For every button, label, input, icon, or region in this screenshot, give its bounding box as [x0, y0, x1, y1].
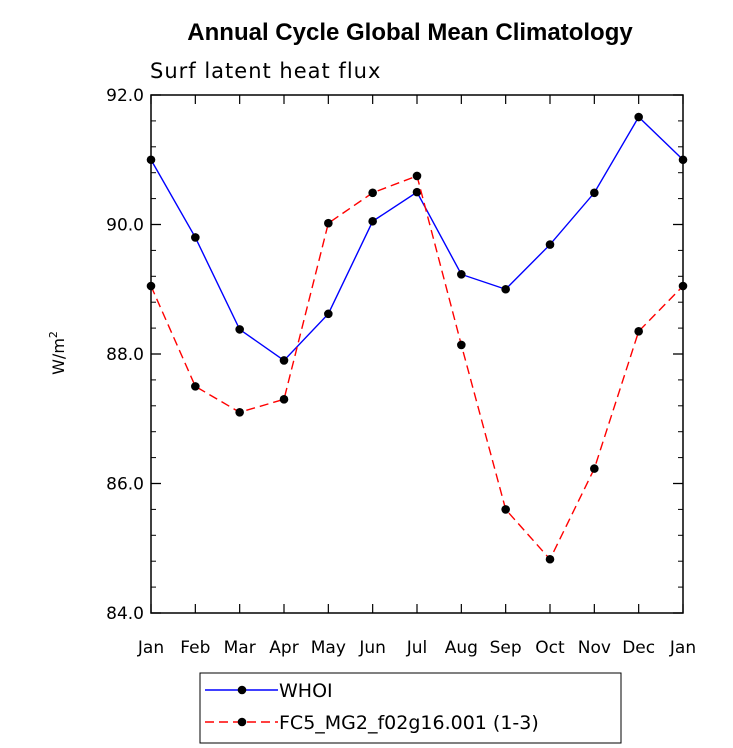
series-line-1 [150, 115, 684, 362]
series-1-point [191, 233, 200, 242]
series-1-point [634, 112, 643, 122]
series-2-point [191, 382, 200, 391]
x-tick-label: Dec [622, 638, 655, 658]
series-2-point [545, 554, 555, 564]
x-tick-label: Jul [406, 638, 428, 658]
x-tick-label: Jan [669, 638, 696, 658]
series-1-point [678, 155, 688, 165]
series-2-point [501, 505, 510, 514]
series-1-point [412, 187, 422, 197]
series-1-point [457, 270, 466, 279]
y-tick-label: 92.0 [106, 86, 144, 106]
x-tick-label: Jun [358, 638, 386, 658]
y-tick-label: 90.0 [106, 216, 144, 236]
y-axis-label-superscript: 2 [47, 331, 60, 338]
chart-subtitle: Surf latent heat flux [150, 59, 381, 83]
legend: WHOI FC5_MG2_f02g16.001 (1-3) [199, 672, 622, 744]
series-1-point [146, 155, 156, 165]
x-tick-label: Apr [269, 638, 298, 658]
series-2-point [590, 464, 599, 473]
x-tick-label: May [311, 638, 346, 658]
series-2-point [457, 340, 466, 350]
legend-marker-2 [237, 717, 247, 727]
series-1-point [324, 309, 333, 319]
series-2-point [412, 171, 422, 181]
y-axis: 84.0 86.0 88.0 90.0 92.0 [106, 86, 683, 624]
series-2-point [678, 281, 688, 291]
series-2-point [634, 327, 643, 336]
y-tick-label: 84.0 [106, 604, 144, 624]
series-1-point [501, 284, 510, 294]
series-line-2 [150, 175, 684, 561]
series-1-point [279, 356, 289, 365]
y-axis-label: W/m2 [47, 331, 68, 375]
series-2-point [279, 395, 289, 404]
x-tick-label: Feb [180, 638, 210, 658]
y-tick-label: 86.0 [106, 475, 144, 495]
series-layer [146, 112, 688, 564]
x-axis: Jan Feb Mar Apr May Jun Jul Aug Sep Oct Nov Dec Jan [137, 95, 696, 658]
x-tick-label: Mar [224, 638, 256, 658]
series-2-point [235, 407, 244, 417]
chart-title: Annual Cycle Global Mean Climatology [187, 19, 633, 46]
x-tick-label: Jan [137, 638, 164, 658]
series-2-point [324, 218, 333, 228]
series-2-point [368, 188, 377, 198]
series-1-point [368, 216, 377, 226]
x-tick-label: Nov [578, 638, 611, 658]
y-tick-label: 88.0 [106, 345, 144, 365]
x-tick-label: Oct [535, 638, 565, 658]
x-tick-label: Sep [490, 638, 522, 658]
legend-label-1: WHOI [279, 680, 333, 702]
legend-label-2: FC5_MG2_f02g16.001 (1-3) [279, 712, 539, 734]
series-1-point [235, 325, 244, 334]
legend-marker-1 [237, 685, 247, 695]
y-axis-label-text: W/m [49, 338, 68, 375]
series-1-point [545, 240, 555, 249]
series-2-point [146, 281, 156, 291]
legend-box [199, 672, 622, 744]
series-1-point [590, 188, 599, 198]
x-tick-label: Aug [445, 638, 478, 658]
